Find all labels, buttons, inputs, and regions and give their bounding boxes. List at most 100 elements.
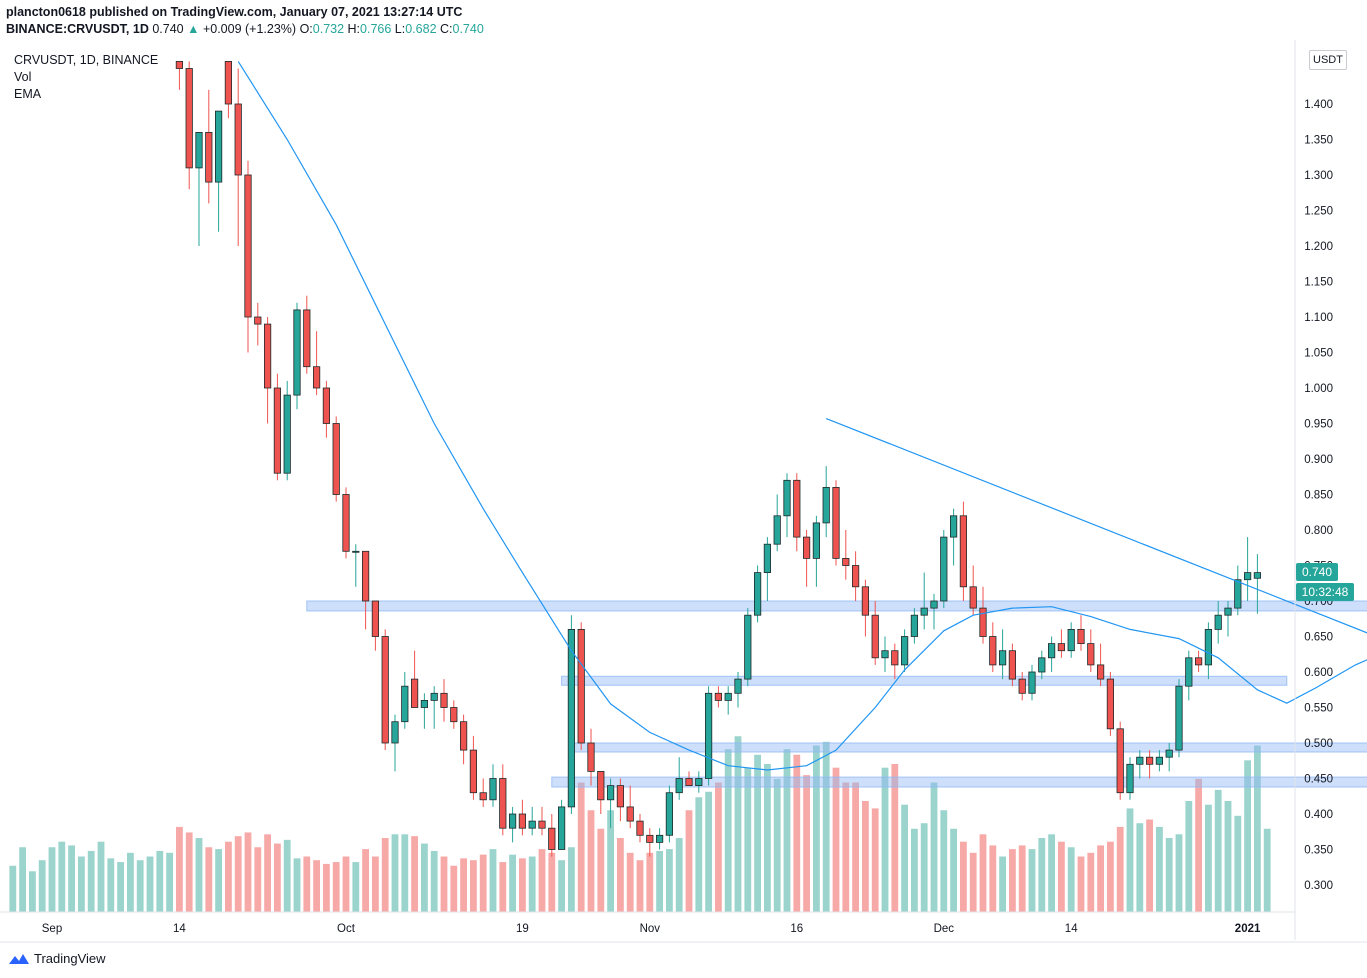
candle-body: [303, 309, 311, 368]
candle-body: [1165, 749, 1173, 758]
candle: [361, 550, 370, 630]
candle: [1087, 629, 1095, 672]
candle: [969, 565, 977, 616]
candle: [705, 686, 713, 786]
volume-bar: [1067, 847, 1075, 912]
volume-bar: [607, 810, 614, 912]
volume-bar: [313, 860, 320, 912]
brand-name: TradingView: [34, 951, 106, 966]
candle: [567, 615, 576, 814]
volume-bar: [225, 841, 232, 912]
volume-bar: [87, 850, 95, 912]
candle: [1204, 622, 1212, 680]
volume-bar: [176, 826, 183, 912]
time-axis[interactable]: Sep14Oct19Nov16Dec14202118Feb15Mar: [42, 923, 1367, 935]
price-tick-label: 1.400: [1304, 99, 1333, 111]
candle: [1048, 636, 1056, 672]
volume-bar: [303, 856, 311, 912]
volume-bar: [19, 847, 26, 912]
volume-bar: [822, 741, 830, 912]
candle: [930, 593, 938, 630]
candle-body: [656, 834, 664, 843]
candle: [901, 629, 909, 672]
candle-body: [293, 309, 301, 396]
volume-bar: [1038, 838, 1046, 912]
candle: [1244, 537, 1252, 601]
support-zone: [551, 776, 1367, 788]
candle: [959, 501, 968, 601]
volume-bar: [29, 871, 36, 912]
volume-bar: [803, 775, 810, 912]
candle: [920, 572, 928, 630]
volume-bar: [1214, 789, 1222, 912]
candle: [832, 480, 840, 566]
volume-bar: [274, 843, 281, 912]
volume-bar: [1205, 804, 1212, 912]
time-tick-label: 19: [516, 923, 529, 935]
support-zone: [306, 600, 1367, 612]
volume-bar: [538, 849, 546, 912]
candle-body: [322, 387, 331, 424]
candle-body: [940, 536, 948, 602]
candle-body: [636, 820, 644, 836]
candle-body: [1048, 643, 1056, 659]
volume-bar: [362, 849, 369, 912]
time-tick-label: Nov: [640, 923, 661, 935]
candle: [1195, 650, 1203, 672]
candle-body: [1126, 763, 1134, 794]
currency-label[interactable]: USDT: [1309, 50, 1347, 70]
time-tick-label: 16: [790, 923, 803, 935]
candle: [979, 586, 987, 644]
candle: [342, 487, 350, 559]
high-label: H:: [347, 22, 361, 36]
candle: [763, 537, 772, 601]
candle-body: [450, 707, 458, 723]
volume-bar: [685, 810, 693, 912]
currency-text: USDT: [1313, 54, 1343, 66]
countdown-text: 10:32:48: [1301, 585, 1349, 599]
volume-bar: [950, 828, 957, 912]
candle: [577, 622, 585, 751]
volume-bar: [205, 847, 213, 912]
candle: [440, 679, 448, 722]
volume-bar: [695, 797, 703, 912]
volume-bar: [411, 836, 418, 912]
price-tick-label: 1.050: [1304, 348, 1333, 360]
price-tick-label: 0.850: [1304, 490, 1333, 502]
volume-bar: [715, 782, 722, 912]
candle-body: [803, 536, 811, 559]
volume-bar: [577, 782, 585, 912]
volume-bar: [450, 865, 458, 912]
candle: [244, 160, 252, 353]
candle-body: [254, 316, 262, 325]
countdown-tag: 10:32:48: [1296, 583, 1354, 601]
volume-bar: [1009, 849, 1016, 912]
candle-body: [910, 614, 919, 637]
candle-body: [695, 778, 703, 786]
volume-bar: [1028, 849, 1036, 912]
candle-body: [352, 550, 360, 553]
candle-body: [1067, 629, 1075, 652]
volume-bar: [489, 849, 497, 912]
candle-body: [312, 366, 321, 389]
volume-bar: [646, 852, 654, 912]
legend-vol: Vol: [14, 70, 32, 84]
candle: [352, 544, 360, 587]
volume-bar: [1165, 838, 1173, 912]
volume-bar: [1175, 834, 1183, 912]
volume-bar: [264, 834, 271, 912]
candle: [646, 828, 654, 857]
candle: [185, 61, 193, 190]
price-axis[interactable]: 1.400 1.350 1.300 1.250 1.200 1.150 1.100 1.050…: [1304, 99, 1333, 892]
candle-body: [773, 515, 781, 545]
volume-bar: [440, 856, 448, 912]
volume-bar: [597, 828, 605, 912]
volume-bar: [430, 850, 438, 912]
tradingview-brand[interactable]: TradingView: [8, 951, 106, 966]
open-label: O:: [299, 22, 313, 36]
candle: [754, 565, 762, 623]
volume-bar: [911, 828, 918, 912]
volume-bar: [773, 778, 781, 912]
candle-body: [1136, 756, 1144, 765]
